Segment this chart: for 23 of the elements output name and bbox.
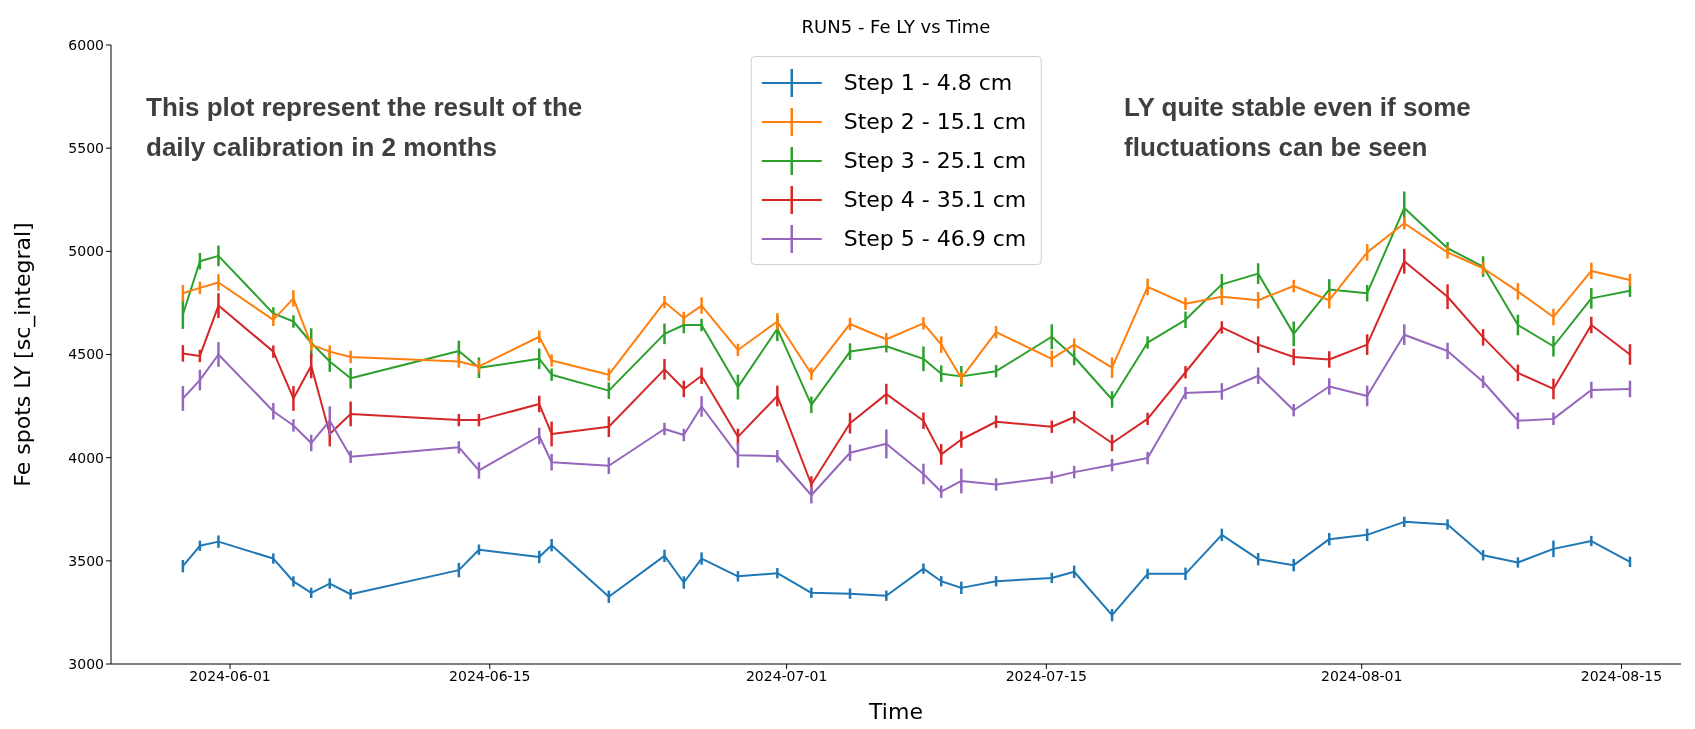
x-tick-label: 2024-08-01 (1321, 667, 1403, 684)
x-tick-label: 2024-06-01 (189, 667, 271, 684)
legend-label: Step 2 - 15.1 cm (843, 109, 1027, 134)
x-tick-label: 2024-07-15 (1005, 667, 1088, 684)
x-tick-label: 2024-07-01 (745, 667, 828, 684)
legend-label: Step 3 - 25.1 cm (843, 148, 1027, 173)
note-text: LY quite stable even if some fluctuations can be seen (1124, 91, 1472, 164)
y-tick-label: 4000 (68, 449, 104, 466)
y-tick-label: 4500 (68, 346, 104, 363)
y-axis-title: Fe spots LY [sc_integral] (9, 222, 36, 487)
y-tick-label: 3000 (68, 655, 104, 672)
chart-title: RUN5 - Fe LY vs Time (800, 16, 992, 37)
y-tick-label: 5500 (68, 140, 104, 157)
y-tick-label: 6000 (68, 36, 104, 53)
x-tick-label: 2024-06-15 (449, 667, 531, 684)
y-tick-label: 5000 (68, 243, 104, 260)
y-tick-label: 3500 (68, 552, 104, 569)
legend-label: Step 5 - 46.9 cm (843, 226, 1027, 251)
legend-label: Step 1 - 4.8 cm (843, 70, 1013, 95)
x-tick-label: 2024-08-15 (1580, 667, 1663, 684)
note-text: This plot represent the result of the daily calibration in 2 months (146, 91, 584, 164)
legend-label: Step 4 - 35.1 cm (843, 187, 1027, 212)
x-axis-title: Time (868, 699, 923, 724)
